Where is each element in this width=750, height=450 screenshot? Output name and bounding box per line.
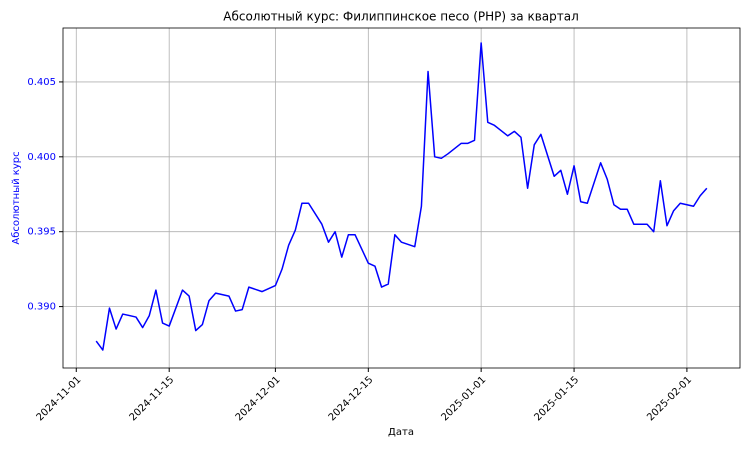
line xyxy=(95,42,708,351)
y-axis-label: Абсолютный курс xyxy=(11,151,22,244)
chart-title: Абсолютный курс: Филиппинское песо (PHP)… xyxy=(223,10,579,24)
y-tick-label: 0.395 xyxy=(27,227,56,238)
plot-frame xyxy=(62,27,741,369)
y-tick-label: 0.400 xyxy=(27,152,56,163)
y-tick-label: 0.405 xyxy=(27,77,56,88)
x-axis-label: Дата xyxy=(388,427,414,438)
y-tick-label: 0.390 xyxy=(27,302,56,313)
